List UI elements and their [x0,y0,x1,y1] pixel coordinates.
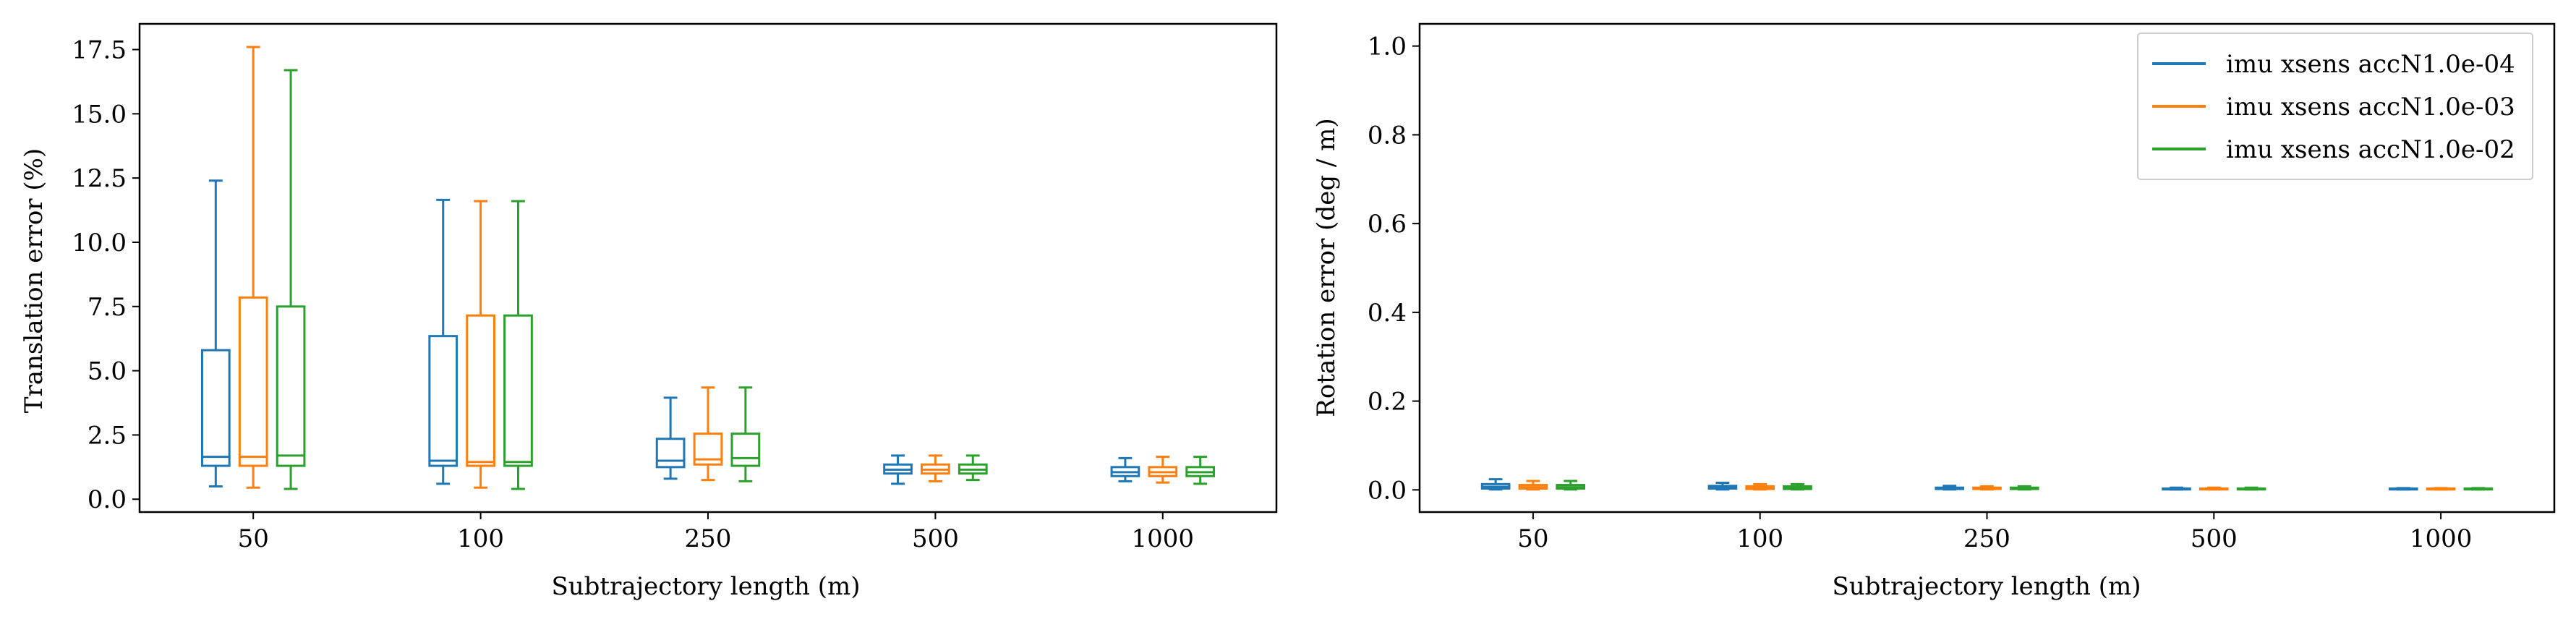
translation-box-2-1000 [1148,456,1178,484]
translation-xtick-label: 500 [912,524,959,553]
box-body [503,314,533,467]
translation-box-2-100 [466,200,495,489]
translation-box-2-50 [238,46,268,489]
translation-ytick-label: 10.0 [72,229,127,257]
box-body [730,433,761,467]
rotation-box-1-500 [2162,486,2191,491]
rotation-axes-frame [1418,22,2556,514]
translation-box-3-500 [958,454,988,482]
rotation-box-1-50 [1480,478,1511,491]
translation-box-1-500 [883,454,913,485]
translation-ytick-label: 7.5 [88,293,127,322]
box-body [428,335,459,467]
translation-xtick-label: 250 [685,524,732,553]
translation-ylabel: Translation error (%) [20,148,48,413]
translation-ytick-label: 0.0 [88,485,127,514]
box-body [655,438,686,469]
rotation-ytick-label: 0.4 [1368,299,1407,328]
rotation-box-1-100 [1707,482,1738,491]
legend-frame [2137,33,2533,180]
translation-box-2-250 [693,386,723,482]
rotation-ytick-label: 0.0 [1368,476,1407,505]
translation-box-3-50 [276,69,306,490]
rotation-xtick-label: 500 [2191,524,2238,553]
translation-ytick-label: 2.5 [88,421,127,450]
rotation-box-1-250 [1935,485,1965,491]
translation-xtick-label: 1000 [1132,524,1195,553]
rotation-box-2-1000 [2426,487,2456,491]
rotation-ytick-label: 1.0 [1368,33,1407,61]
rotation-xtick-label: 50 [1517,524,1548,553]
translation-box-1-1000 [1110,456,1140,482]
rotation-ytick-label: 0.6 [1368,210,1407,239]
rotation-ylabel: Rotation error (deg / m) [1312,118,1341,417]
translation-ytick-label: 5.0 [88,357,127,386]
translation-box-3-100 [503,200,533,490]
translation-xtick-label: 100 [457,524,504,553]
translation-ytick-label: 12.5 [72,164,127,193]
translation-box-1-100 [428,198,459,485]
rotation-xtick-label: 250 [1963,524,2010,553]
legend: imu xsens accN1.0e-04 imu xsens accN1.0e-… [2137,33,2533,180]
rotation-box-2-100 [1745,482,1775,491]
translation-error-panel: Subtrajectory length (m) Translation err… [20,22,1278,601]
legend-label: imu xsens accN1.0e-03 [2226,93,2515,122]
rotation-box-3-1000 [2463,487,2494,491]
box-body [276,305,306,467]
translation-axes-frame [138,22,1278,514]
rotation-xlabel: Subtrajectory length (m) [1832,572,2141,601]
translation-box-3-1000 [1185,456,1216,485]
translation-ytick-label: 17.5 [72,36,127,65]
rotation-box-3-50 [1556,480,1586,491]
translation-box-2-500 [921,454,950,482]
translation-xtick-label: 50 [238,524,269,553]
rotation-xtick-label: 1000 [2410,524,2473,553]
rotation-box-2-50 [1518,480,1548,491]
rotation-box-3-250 [2009,485,2039,491]
translation-box-3-250 [730,386,761,482]
legend-label: imu xsens accN1.0e-04 [2226,50,2515,79]
box-body [200,349,231,467]
translation-xlabel: Subtrajectory length (m) [551,572,860,601]
rotation-ytick-label: 0.2 [1368,388,1407,417]
translation-box-1-50 [200,179,231,487]
rotation-box-1-1000 [2388,487,2418,491]
rotation-box-3-100 [1783,482,1812,491]
rotation-xtick-label: 100 [1736,524,1783,553]
rotation-box-2-250 [1972,485,2002,491]
box-body [238,296,268,467]
rotation-box-3-500 [2236,486,2266,491]
rotation-ytick-label: 0.8 [1368,121,1407,150]
box-body [466,314,495,467]
translation-box-1-250 [655,396,686,480]
box-body [693,433,723,466]
rotation-box-2-500 [2198,486,2229,491]
rotation-error-panel: Subtrajectory length (m) Rotation error … [1312,22,2556,601]
legend-label: imu xsens accN1.0e-02 [2226,135,2515,164]
translation-ytick-label: 15.0 [72,100,127,129]
